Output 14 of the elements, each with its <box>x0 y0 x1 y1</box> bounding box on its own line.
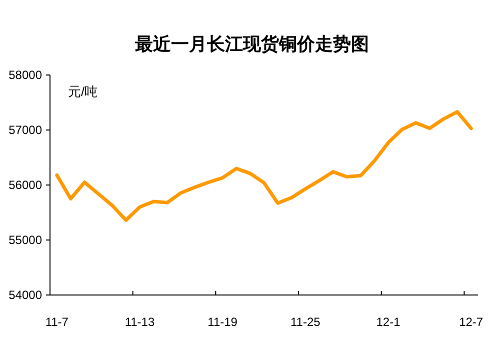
y-tick-label: 55000 <box>8 233 42 247</box>
line-series <box>55 110 473 222</box>
x-tick-label: 11-25 <box>290 315 321 329</box>
y-axis-title: 元/吨 <box>68 84 98 99</box>
x-tick-label: 12-7 <box>459 315 484 329</box>
y-tick-label: 58000 <box>8 68 42 82</box>
x-tick-label: 11-19 <box>208 315 238 329</box>
x-tick-label: 12-1 <box>376 315 401 329</box>
y-tick-label: 57000 <box>8 123 42 137</box>
y-tick-label: 56000 <box>8 178 42 192</box>
chart-title: 最近一月长江现货铜价走势图 <box>134 34 369 55</box>
y-tick-label: 54000 <box>8 288 42 302</box>
x-tick-label: 11-7 <box>45 315 69 329</box>
x-tick-label: 11-13 <box>124 315 155 329</box>
